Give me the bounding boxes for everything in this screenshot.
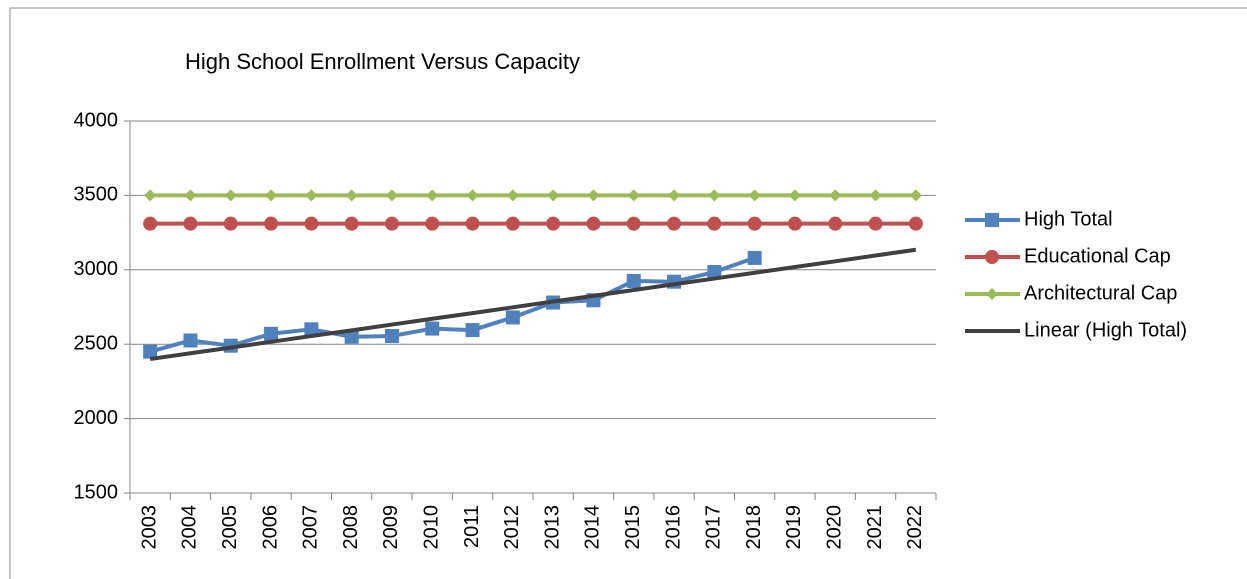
marker — [747, 250, 762, 265]
y-tick-label: 2000 — [74, 407, 119, 429]
marker — [183, 333, 198, 348]
marker — [829, 189, 842, 202]
y-tick-label: 1500 — [74, 481, 119, 503]
marker — [264, 326, 279, 341]
marker — [869, 189, 882, 202]
marker — [626, 216, 641, 231]
marker — [426, 189, 439, 202]
marker — [143, 216, 158, 231]
marker — [788, 189, 801, 202]
marker — [224, 189, 237, 202]
marker — [828, 216, 843, 231]
marker — [505, 310, 520, 325]
x-tick-label: 2004 — [179, 505, 201, 550]
marker — [385, 189, 398, 202]
marker — [425, 216, 440, 231]
marker — [587, 189, 600, 202]
legend-label: High Total — [1024, 208, 1113, 230]
x-tick-label: 2020 — [824, 505, 846, 550]
x-tick-label: 2009 — [380, 505, 402, 550]
marker — [144, 189, 157, 202]
marker — [708, 189, 721, 202]
y-tick-label: 4000 — [74, 109, 119, 131]
x-tick-label: 2021 — [864, 505, 886, 550]
x-tick-label: 2003 — [138, 505, 160, 550]
marker — [748, 189, 761, 202]
marker — [143, 344, 158, 359]
marker — [344, 216, 359, 231]
marker — [547, 189, 560, 202]
x-tick-label: 2017 — [703, 505, 725, 550]
marker — [223, 216, 238, 231]
marker — [626, 273, 641, 288]
marker — [985, 250, 999, 264]
marker — [466, 189, 479, 202]
marker — [546, 216, 561, 231]
marker — [707, 265, 722, 280]
marker — [183, 216, 198, 231]
marker — [425, 321, 440, 336]
marker — [305, 189, 318, 202]
marker — [908, 216, 923, 231]
marker — [304, 322, 319, 337]
x-tick-label: 2015 — [622, 505, 644, 550]
marker — [986, 288, 998, 300]
x-tick-label: 2008 — [340, 505, 362, 550]
chart-title: High School Enrollment Versus Capacity — [185, 49, 580, 74]
marker — [345, 189, 358, 202]
marker — [668, 189, 681, 202]
marker — [985, 213, 999, 227]
x-tick-label: 2019 — [783, 505, 805, 550]
series-line — [149, 256, 756, 354]
x-tick-label: 2007 — [300, 505, 322, 550]
x-tick-label: 2014 — [582, 505, 604, 550]
marker — [264, 216, 279, 231]
legend-label: Linear (High Total) — [1024, 319, 1187, 341]
legend-label: Architectural Cap — [1024, 282, 1177, 304]
x-tick-label: 2011 — [461, 505, 483, 548]
series-line — [149, 247, 917, 362]
marker — [868, 216, 883, 231]
marker — [265, 189, 278, 202]
marker — [586, 216, 601, 231]
marker — [384, 216, 399, 231]
marker — [747, 216, 762, 231]
x-tick-label: 2010 — [421, 505, 443, 550]
x-tick-label: 2018 — [743, 505, 765, 550]
x-tick-label: 2006 — [259, 505, 281, 550]
marker — [627, 189, 640, 202]
marker — [667, 216, 682, 231]
marker — [909, 189, 922, 202]
x-tick-label: 2013 — [541, 505, 563, 550]
y-tick-label: 3000 — [74, 258, 119, 280]
marker — [184, 189, 197, 202]
x-tick-label: 2005 — [219, 505, 241, 550]
x-tick-label: 2012 — [501, 505, 523, 550]
marker — [787, 216, 802, 231]
legend-label: Educational Cap — [1024, 245, 1171, 267]
marker — [506, 189, 519, 202]
marker — [505, 216, 520, 231]
marker — [465, 323, 480, 338]
marker — [344, 329, 359, 344]
marker — [384, 329, 399, 344]
y-tick-label: 2500 — [74, 332, 119, 354]
x-tick-label: 2016 — [662, 505, 684, 550]
marker — [304, 216, 319, 231]
x-tick-label: 2022 — [904, 505, 926, 550]
y-tick-label: 3500 — [74, 184, 119, 206]
marker — [707, 216, 722, 231]
marker — [465, 216, 480, 231]
